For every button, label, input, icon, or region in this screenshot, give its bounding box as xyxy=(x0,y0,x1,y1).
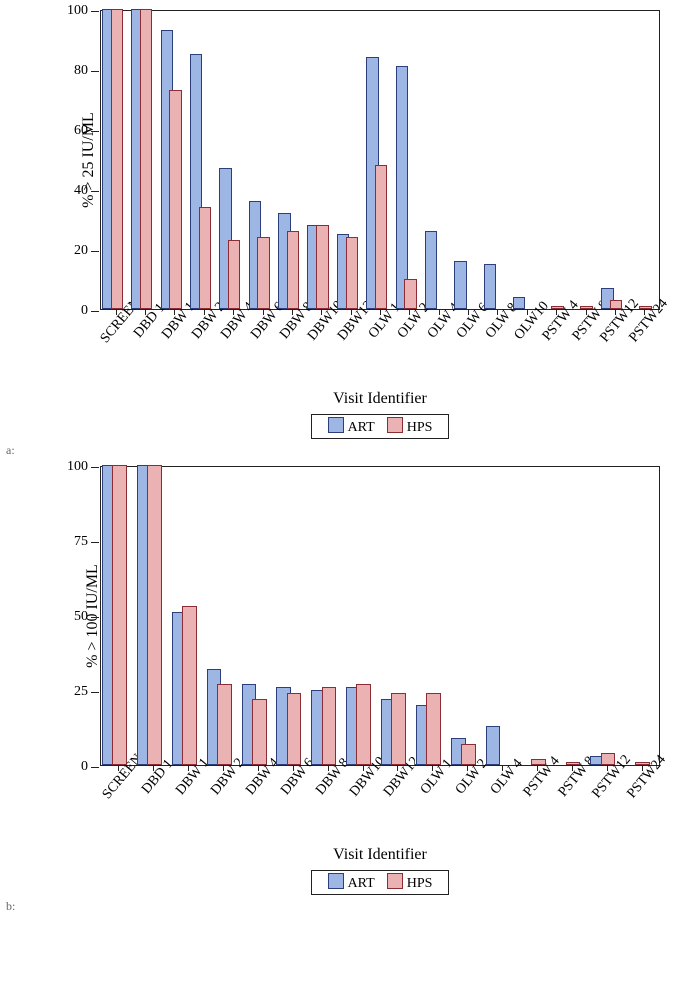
bar-art xyxy=(486,726,501,765)
panel-b: % > 100 IU/ML0255075100SCREENDBD 1DBW 1D… xyxy=(0,466,700,914)
bar-hps xyxy=(531,759,546,765)
y-tick xyxy=(91,767,99,768)
legend-item-art: ART xyxy=(328,876,375,891)
chart-b: % > 100 IU/ML0255075100SCREENDBD 1DBW 1D… xyxy=(30,466,670,895)
x-axis-title: Visit Identifier xyxy=(100,846,660,864)
bar-hps xyxy=(140,9,152,309)
y-tick xyxy=(91,542,99,543)
legend-swatch xyxy=(387,873,403,889)
y-tick xyxy=(91,251,99,252)
bar-hps xyxy=(257,237,269,309)
bar-hps xyxy=(252,699,267,765)
bar-art xyxy=(396,66,408,309)
y-tick xyxy=(91,191,99,192)
legend-item-hps: HPS xyxy=(387,420,433,435)
bar-hps xyxy=(346,237,358,309)
legend-swatch xyxy=(387,417,403,433)
plot-area: % > 25 IU/ML020406080100 xyxy=(100,10,660,310)
bar-hps xyxy=(635,762,650,765)
bar-art xyxy=(513,297,525,309)
bar-hps xyxy=(169,90,181,309)
legend-label: HPS xyxy=(407,420,433,435)
bar-hps xyxy=(404,279,416,309)
y-tick-label: 100 xyxy=(56,459,88,475)
bar-hps xyxy=(601,753,616,765)
bar-hps xyxy=(580,306,592,309)
y-tick-label: 50 xyxy=(56,609,88,625)
bar-hps xyxy=(551,306,563,309)
y-tick-label: 0 xyxy=(56,759,88,775)
x-axis-title: Visit Identifier xyxy=(100,390,660,408)
bar-hps xyxy=(111,9,123,309)
legend-item-hps: HPS xyxy=(387,876,433,891)
plot-area: % > 100 IU/ML0255075100 xyxy=(100,466,660,766)
bar-hps xyxy=(375,165,387,309)
y-tick xyxy=(91,71,99,72)
bar-art xyxy=(454,261,466,309)
y-tick xyxy=(91,692,99,693)
bar-hps xyxy=(316,225,328,309)
bar-hps xyxy=(356,684,371,765)
bar-hps xyxy=(287,231,299,309)
bar-hps xyxy=(228,240,240,309)
bars-layer xyxy=(101,11,659,309)
y-tick xyxy=(91,131,99,132)
y-tick xyxy=(91,11,99,12)
bar-hps xyxy=(610,300,622,309)
legend: ART HPS xyxy=(100,414,660,439)
y-tick-label: 0 xyxy=(56,303,88,319)
legend-swatch xyxy=(328,417,344,433)
bar-hps xyxy=(112,465,127,765)
bar-hps xyxy=(426,693,441,765)
bar-hps xyxy=(639,306,651,309)
y-tick-label: 75 xyxy=(56,534,88,550)
y-tick xyxy=(91,311,99,312)
chart-a: % > 25 IU/ML020406080100SCREENDBD 1DBW 1… xyxy=(30,10,670,439)
x-labels: SCREENDBD 1DBW 1DBW 2DBW 4DBW 6DBW 8DBW1… xyxy=(100,766,660,844)
panel-a: % > 25 IU/ML020406080100SCREENDBD 1DBW 1… xyxy=(0,10,700,458)
y-tick-label: 20 xyxy=(56,243,88,259)
panel-label: a: xyxy=(0,443,700,458)
y-tick-label: 60 xyxy=(56,123,88,139)
legend-label: ART xyxy=(348,876,375,891)
x-labels: SCREENDBD 1DBW 1DBW 2DBW 4DBW 6DBW 8DBW1… xyxy=(100,310,660,388)
y-tick-label: 40 xyxy=(56,183,88,199)
bar-hps xyxy=(461,744,476,765)
bar-art xyxy=(425,231,437,309)
y-tick-label: 100 xyxy=(56,3,88,19)
bar-hps xyxy=(147,465,162,765)
y-tick xyxy=(91,617,99,618)
legend-label: ART xyxy=(348,420,375,435)
bar-hps xyxy=(287,693,302,765)
bar-hps xyxy=(391,693,406,765)
legend-label: HPS xyxy=(407,876,433,891)
bar-hps xyxy=(566,762,581,765)
legend-swatch xyxy=(328,873,344,889)
bar-hps xyxy=(182,606,197,765)
bar-hps xyxy=(322,687,337,765)
bar-art xyxy=(484,264,496,309)
y-tick-label: 80 xyxy=(56,63,88,79)
panel-label: b: xyxy=(0,899,700,914)
bar-hps xyxy=(217,684,232,765)
y-tick xyxy=(91,467,99,468)
y-tick-label: 25 xyxy=(56,684,88,700)
bars-layer xyxy=(101,467,659,765)
legend: ART HPS xyxy=(100,870,660,895)
legend-box: ART HPS xyxy=(311,870,450,895)
legend-item-art: ART xyxy=(328,420,375,435)
bar-hps xyxy=(199,207,211,309)
legend-box: ART HPS xyxy=(311,414,450,439)
